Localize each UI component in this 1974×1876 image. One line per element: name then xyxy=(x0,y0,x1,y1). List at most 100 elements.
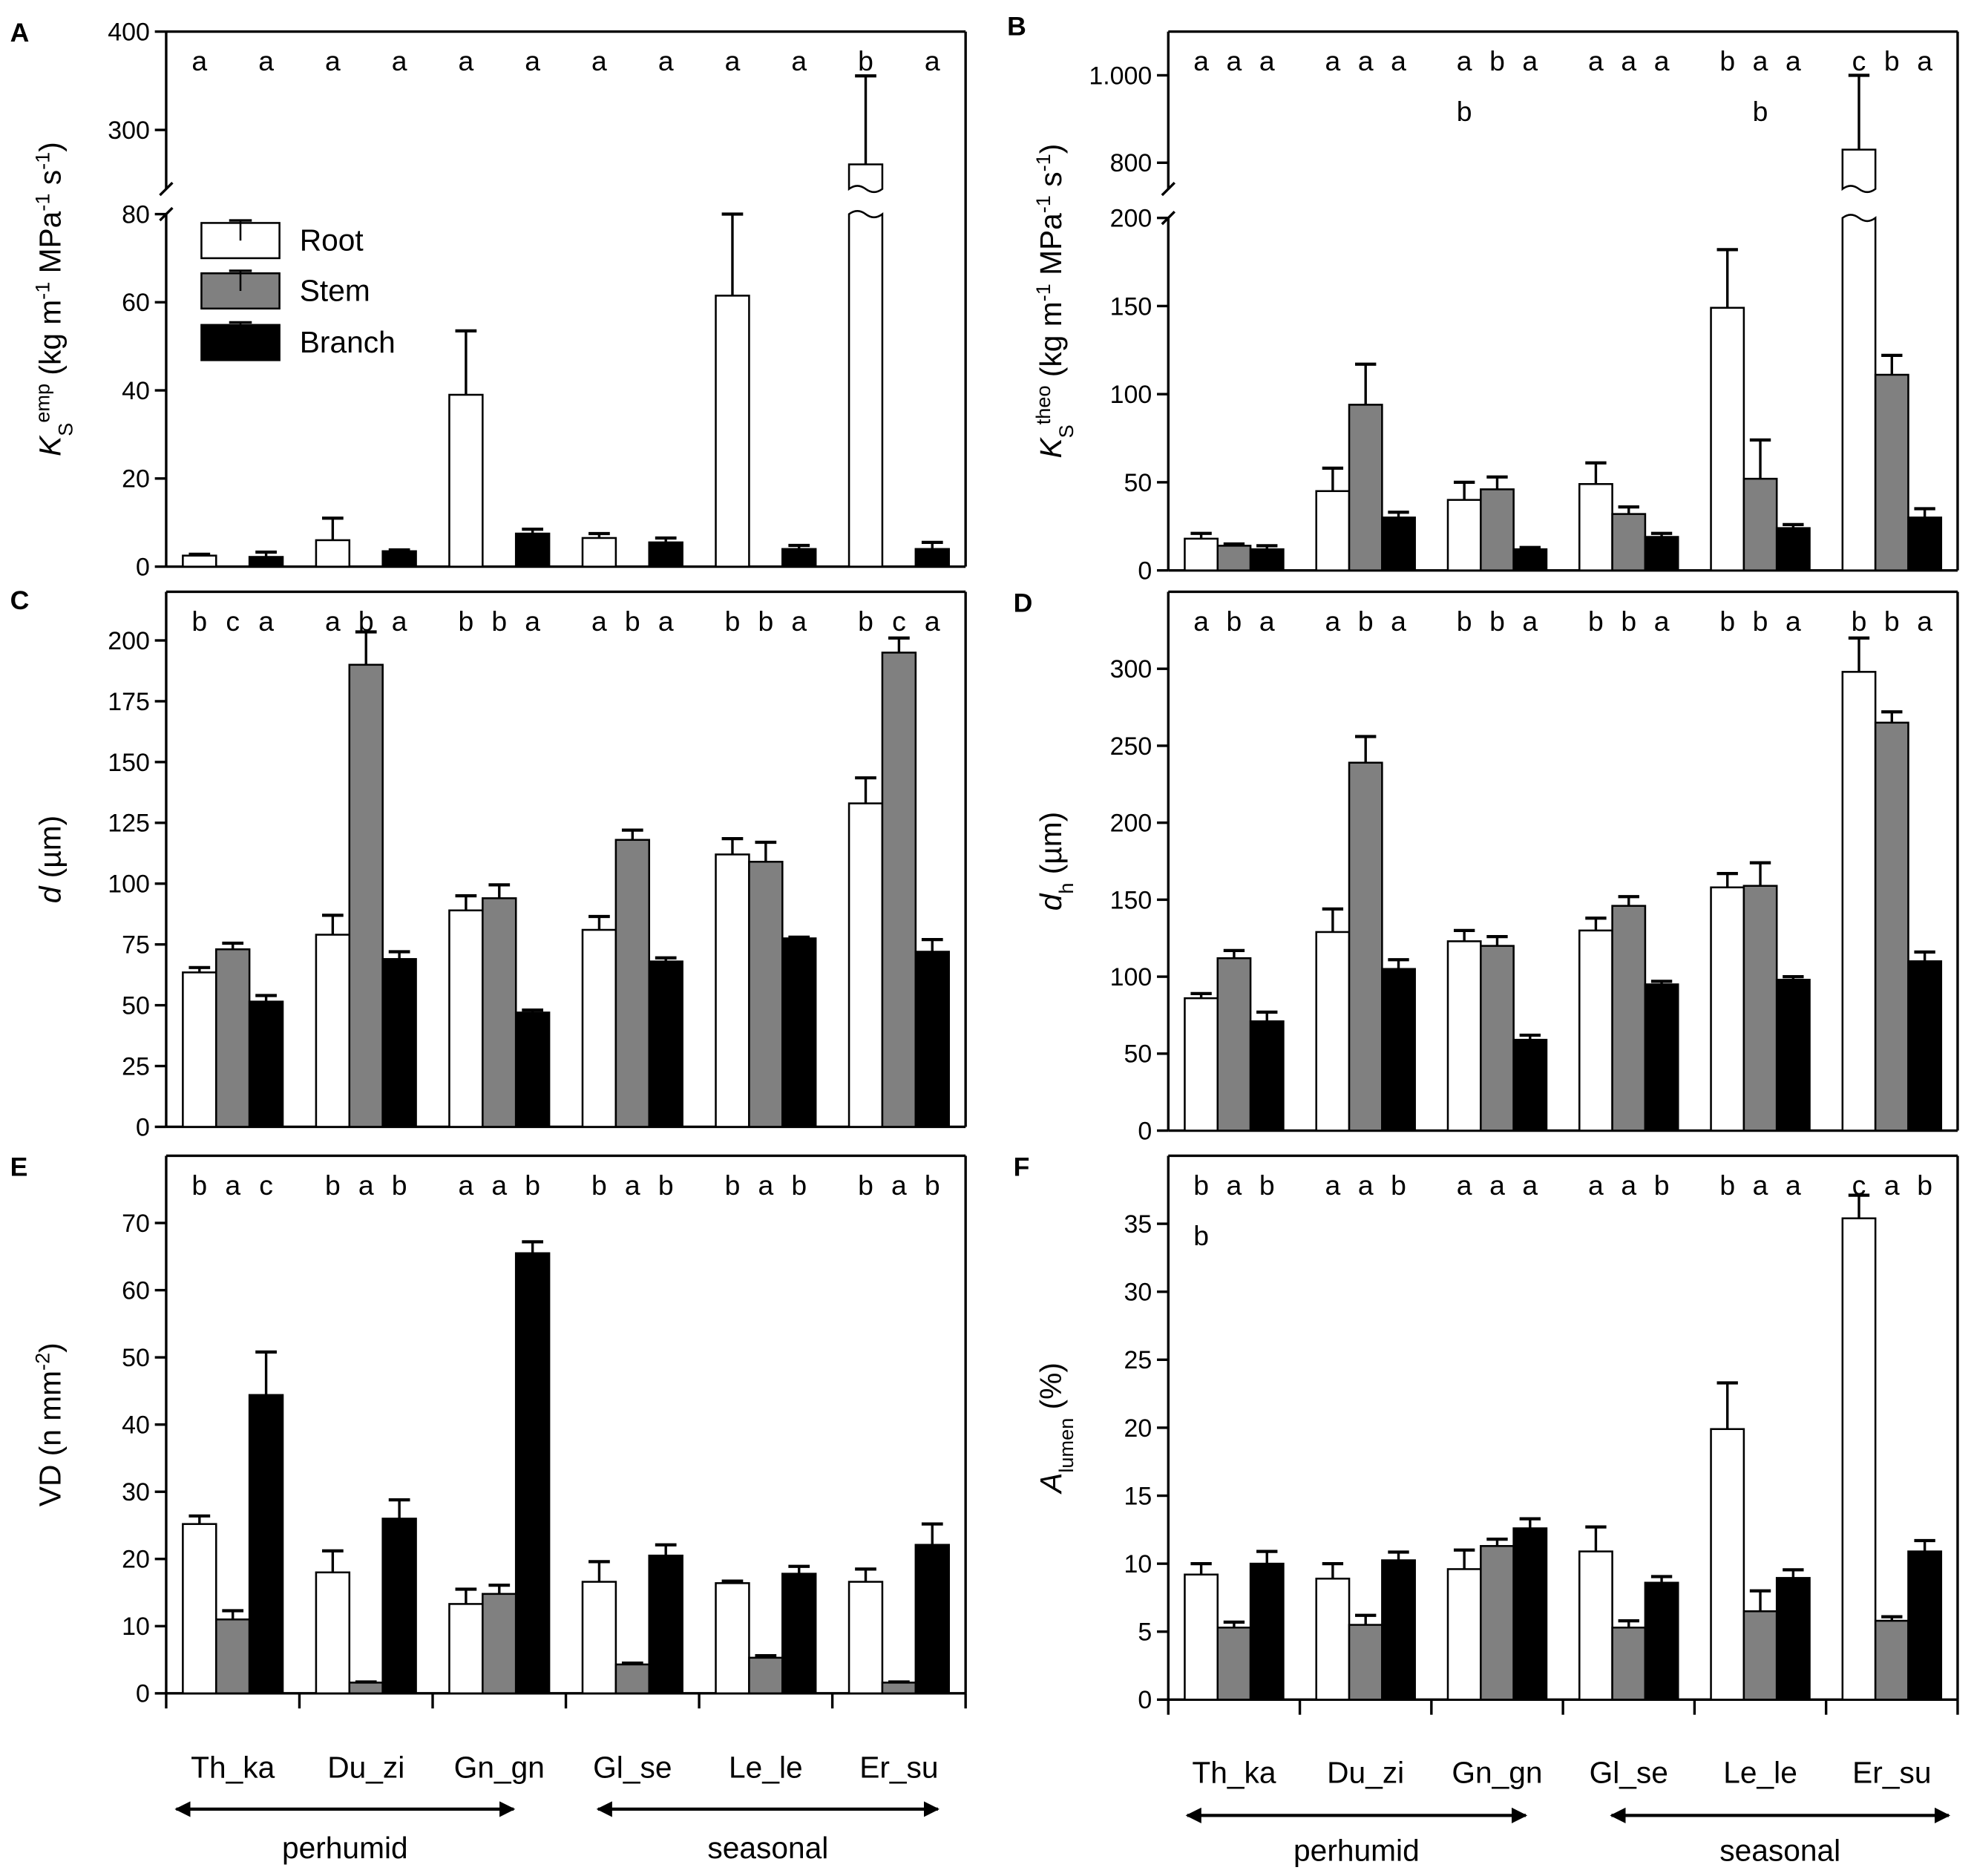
bar-root-th-ka xyxy=(1184,1573,1219,1701)
bar-stem-le-le xyxy=(1742,885,1778,1132)
y-tick-label: 20 xyxy=(122,1546,150,1574)
significance-letter: b xyxy=(1588,606,1604,637)
significance-letter: a xyxy=(325,45,341,76)
significance-letter: c xyxy=(892,606,906,637)
y-tick-label: 0 xyxy=(136,553,150,581)
y-tick-label: 60 xyxy=(122,1276,150,1305)
climate-group-label: seasonal xyxy=(707,1831,828,1865)
bar-branch-du-zi xyxy=(1381,1559,1416,1701)
bar-root-le-le xyxy=(1710,886,1745,1132)
significance-letter: a xyxy=(758,1170,773,1201)
bar-root-gl-se xyxy=(581,1581,617,1695)
bar-stem-le-le xyxy=(748,860,784,1128)
bar-branch-er-su xyxy=(914,951,950,1128)
bar-branch-le-le xyxy=(1775,1577,1811,1701)
bar-stem-du-zi xyxy=(348,663,384,1128)
significance-letter: a xyxy=(1917,606,1932,637)
y-tick-label: 5 xyxy=(1138,1618,1152,1647)
significance-letter: b xyxy=(758,606,773,637)
y-tick-label: 0 xyxy=(136,1113,150,1141)
significance-letter: a xyxy=(1522,45,1538,76)
y-tick-label: 300 xyxy=(1110,655,1152,683)
significance-letter: b xyxy=(525,1170,540,1201)
y-axis-label-part: (µm) xyxy=(33,816,67,887)
bar-root-du-zi xyxy=(1315,490,1351,571)
significance-letter: b xyxy=(1852,606,1867,637)
significance-letter: b xyxy=(858,45,873,76)
bar-stem-le-le xyxy=(748,1656,784,1695)
bar-root-le-le xyxy=(715,1582,750,1695)
climate-group-label: perhumid xyxy=(1293,1833,1420,1867)
bar-branch-gl-se xyxy=(648,960,683,1128)
bar-root-th-ka xyxy=(182,554,217,568)
y-axis-label: Alumen (%) xyxy=(1034,1362,1077,1495)
significance-letter: a xyxy=(1457,1170,1472,1201)
significance-letter: b xyxy=(858,1170,873,1201)
y-tick-label: 0 xyxy=(136,1680,150,1708)
x-category-label: Gl_se xyxy=(1590,1755,1668,1789)
significance-letter: b xyxy=(1457,606,1472,637)
legend: Root Stem Branch xyxy=(200,219,396,361)
significance-letter: b xyxy=(491,606,507,637)
bar-branch-gn-gn xyxy=(1512,1038,1548,1132)
bar-root-th-ka xyxy=(182,1523,217,1695)
significance-letter: a xyxy=(392,606,407,637)
significance-letter: a xyxy=(525,606,540,637)
y-tick-label: 10 xyxy=(1124,1550,1152,1578)
significance-letter: b xyxy=(791,1170,807,1201)
y-tick-label: 800 xyxy=(1110,149,1152,177)
significance-letter: a xyxy=(1227,45,1242,76)
bar-branch-le-le xyxy=(781,548,817,568)
bar-stem-du-zi xyxy=(1348,404,1383,571)
y-axis-label-part: MPa xyxy=(33,211,67,281)
significance-letter: a xyxy=(791,606,807,637)
y-tick-label: 150 xyxy=(1110,886,1152,914)
significance-letter: b xyxy=(1489,606,1505,637)
y-tick-label: 50 xyxy=(122,1344,150,1372)
y-axis-label: KStheo (kg m-1 MPa-1 s-1) xyxy=(1032,144,1078,459)
bar-stem-er-su xyxy=(1874,721,1909,1132)
bar-branch-th-ka xyxy=(1249,548,1285,571)
y-axis-label-part: theo xyxy=(1032,385,1055,424)
bar-branch-du-zi xyxy=(381,1518,417,1695)
significance-letter: b xyxy=(1391,1170,1406,1201)
x-category-label: Er_su xyxy=(1852,1755,1931,1789)
bar-root-gl-se xyxy=(1578,482,1613,571)
x-category-label: Le_le xyxy=(729,1751,803,1785)
bar-root-er-su-upper xyxy=(1841,148,1877,194)
bar-stem-du-zi xyxy=(1348,761,1383,1132)
y-axis-label-part: MPa xyxy=(1034,213,1068,283)
y-axis-label-part: VD (n mm xyxy=(33,1371,67,1506)
significance-letter: a xyxy=(1325,1170,1340,1201)
bar-branch-le-le xyxy=(1775,978,1811,1132)
significance-letter: a xyxy=(1325,606,1340,637)
y-tick-label: 30 xyxy=(1124,1279,1152,1307)
bar-root-th-ka xyxy=(1184,537,1219,571)
significance-letter: c xyxy=(259,1170,273,1201)
y-axis-label-part: d xyxy=(33,885,67,903)
bar-root-er-su xyxy=(1841,214,1877,571)
y-axis-label-part: -1 xyxy=(30,194,53,211)
bar-branch-th-ka xyxy=(1249,1020,1285,1132)
significance-letter: b xyxy=(1884,45,1900,76)
significance-letter: a xyxy=(1193,606,1209,637)
bar-branch-th-ka xyxy=(248,1394,284,1695)
significance-letter: a xyxy=(525,45,540,76)
x-category-label: Du_zi xyxy=(327,1751,404,1785)
y-tick-label: 30 xyxy=(122,1478,150,1506)
y-tick-label: 0 xyxy=(1138,557,1152,586)
significance-letter: b xyxy=(1753,606,1768,637)
significance-letter: a xyxy=(258,606,274,637)
bar-branch-gn-gn xyxy=(1512,548,1548,571)
y-tick-label: 100 xyxy=(1110,963,1152,991)
bar-root-du-zi xyxy=(315,539,351,568)
significance-letter: a xyxy=(1259,45,1275,76)
y-tick-label: 1.000 xyxy=(1089,62,1152,90)
y-axis-label: dh (µm) xyxy=(1034,812,1078,911)
y-axis-label-part: -1 xyxy=(30,282,53,300)
y-axis-label-part: ) xyxy=(33,142,67,152)
significance-letter: a xyxy=(459,45,474,76)
bar-root-du-zi xyxy=(1315,931,1351,1132)
significance-letter: a xyxy=(1391,45,1406,76)
